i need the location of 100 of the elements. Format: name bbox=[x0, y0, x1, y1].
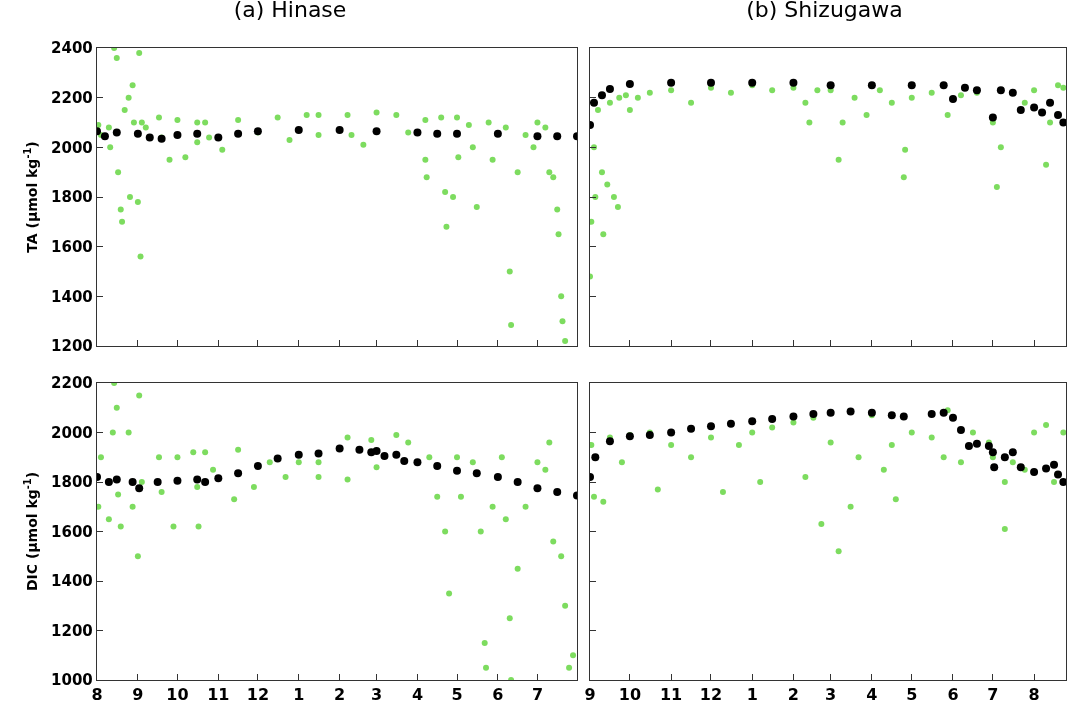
point bbox=[173, 476, 182, 485]
point bbox=[851, 94, 858, 101]
point bbox=[835, 548, 842, 555]
point bbox=[802, 474, 809, 481]
point bbox=[626, 107, 633, 114]
point bbox=[600, 231, 607, 238]
point bbox=[867, 81, 876, 90]
point bbox=[888, 441, 895, 448]
point bbox=[757, 479, 764, 485]
point bbox=[646, 89, 653, 96]
point bbox=[887, 411, 896, 420]
point bbox=[988, 113, 997, 122]
point bbox=[413, 458, 422, 467]
point bbox=[604, 181, 611, 188]
point bbox=[1030, 103, 1039, 112]
point bbox=[153, 478, 162, 486]
x-tick-label: 3 bbox=[370, 685, 383, 705]
point bbox=[513, 478, 522, 486]
point bbox=[928, 89, 935, 96]
point bbox=[927, 409, 936, 418]
point bbox=[687, 424, 696, 433]
point bbox=[809, 409, 818, 418]
point bbox=[1059, 478, 1066, 486]
point bbox=[1059, 118, 1066, 127]
point bbox=[1054, 111, 1063, 120]
x-tick-label: 10 bbox=[166, 685, 189, 705]
point bbox=[605, 84, 614, 93]
x-tick-label: 8 bbox=[91, 685, 103, 705]
point bbox=[928, 434, 935, 441]
point bbox=[908, 94, 915, 101]
point bbox=[867, 408, 876, 417]
x-tick-label: 4 bbox=[866, 685, 878, 705]
point bbox=[855, 454, 862, 461]
x-tick-label: 9 bbox=[132, 685, 144, 705]
point bbox=[996, 86, 1005, 95]
point bbox=[988, 448, 997, 457]
point bbox=[590, 441, 595, 448]
point bbox=[957, 459, 964, 466]
point bbox=[908, 429, 915, 436]
x-tick-label: 12 bbox=[699, 685, 723, 705]
x-tick-label: 12 bbox=[246, 685, 270, 705]
y-tick-label: 1800 bbox=[51, 188, 93, 207]
y-tick-label: 1200 bbox=[51, 621, 93, 640]
point bbox=[606, 99, 613, 106]
point bbox=[128, 478, 137, 486]
point bbox=[273, 454, 282, 463]
point bbox=[625, 80, 634, 89]
point bbox=[616, 94, 623, 101]
y-tick-label: 2000 bbox=[51, 138, 93, 157]
point bbox=[1038, 108, 1047, 117]
point bbox=[888, 99, 895, 106]
x-tick-label: 5 bbox=[451, 685, 463, 705]
point bbox=[880, 466, 887, 473]
point bbox=[1047, 119, 1054, 126]
x-tick-label: 4 bbox=[411, 685, 424, 705]
x-tick-label: 8 bbox=[1028, 685, 1040, 705]
point bbox=[590, 218, 595, 225]
point bbox=[802, 99, 809, 106]
point bbox=[668, 87, 675, 94]
point bbox=[253, 461, 262, 470]
point bbox=[707, 434, 714, 441]
point bbox=[789, 78, 798, 87]
point bbox=[993, 184, 1000, 191]
point bbox=[472, 469, 481, 478]
point bbox=[990, 463, 999, 472]
point bbox=[1000, 453, 1009, 462]
point bbox=[591, 453, 600, 462]
x-tick-label: 1 bbox=[746, 685, 758, 705]
point bbox=[1055, 82, 1062, 89]
point bbox=[1001, 526, 1008, 533]
point bbox=[827, 439, 834, 446]
point bbox=[453, 466, 461, 475]
point bbox=[790, 419, 797, 426]
point bbox=[135, 484, 144, 493]
point bbox=[688, 99, 695, 106]
x-tick-label: 10 bbox=[618, 685, 642, 705]
point bbox=[940, 454, 947, 461]
point bbox=[1031, 429, 1038, 436]
point bbox=[605, 437, 614, 446]
y-tick-label: 1400 bbox=[51, 572, 93, 591]
point bbox=[1060, 84, 1066, 91]
point bbox=[622, 92, 629, 99]
point bbox=[1031, 87, 1038, 94]
point bbox=[944, 112, 951, 119]
point bbox=[433, 461, 442, 470]
point bbox=[748, 417, 757, 426]
point bbox=[749, 429, 756, 436]
point bbox=[769, 87, 776, 94]
x-tick-label: 3 bbox=[825, 685, 837, 705]
point bbox=[314, 449, 323, 458]
point bbox=[594, 107, 601, 114]
point bbox=[597, 91, 606, 100]
point bbox=[835, 156, 842, 163]
point bbox=[939, 81, 948, 90]
point bbox=[335, 444, 344, 453]
point bbox=[654, 486, 661, 493]
point bbox=[201, 478, 210, 486]
x-tick-label: 6 bbox=[492, 685, 504, 705]
point bbox=[727, 89, 734, 96]
point bbox=[768, 414, 777, 423]
